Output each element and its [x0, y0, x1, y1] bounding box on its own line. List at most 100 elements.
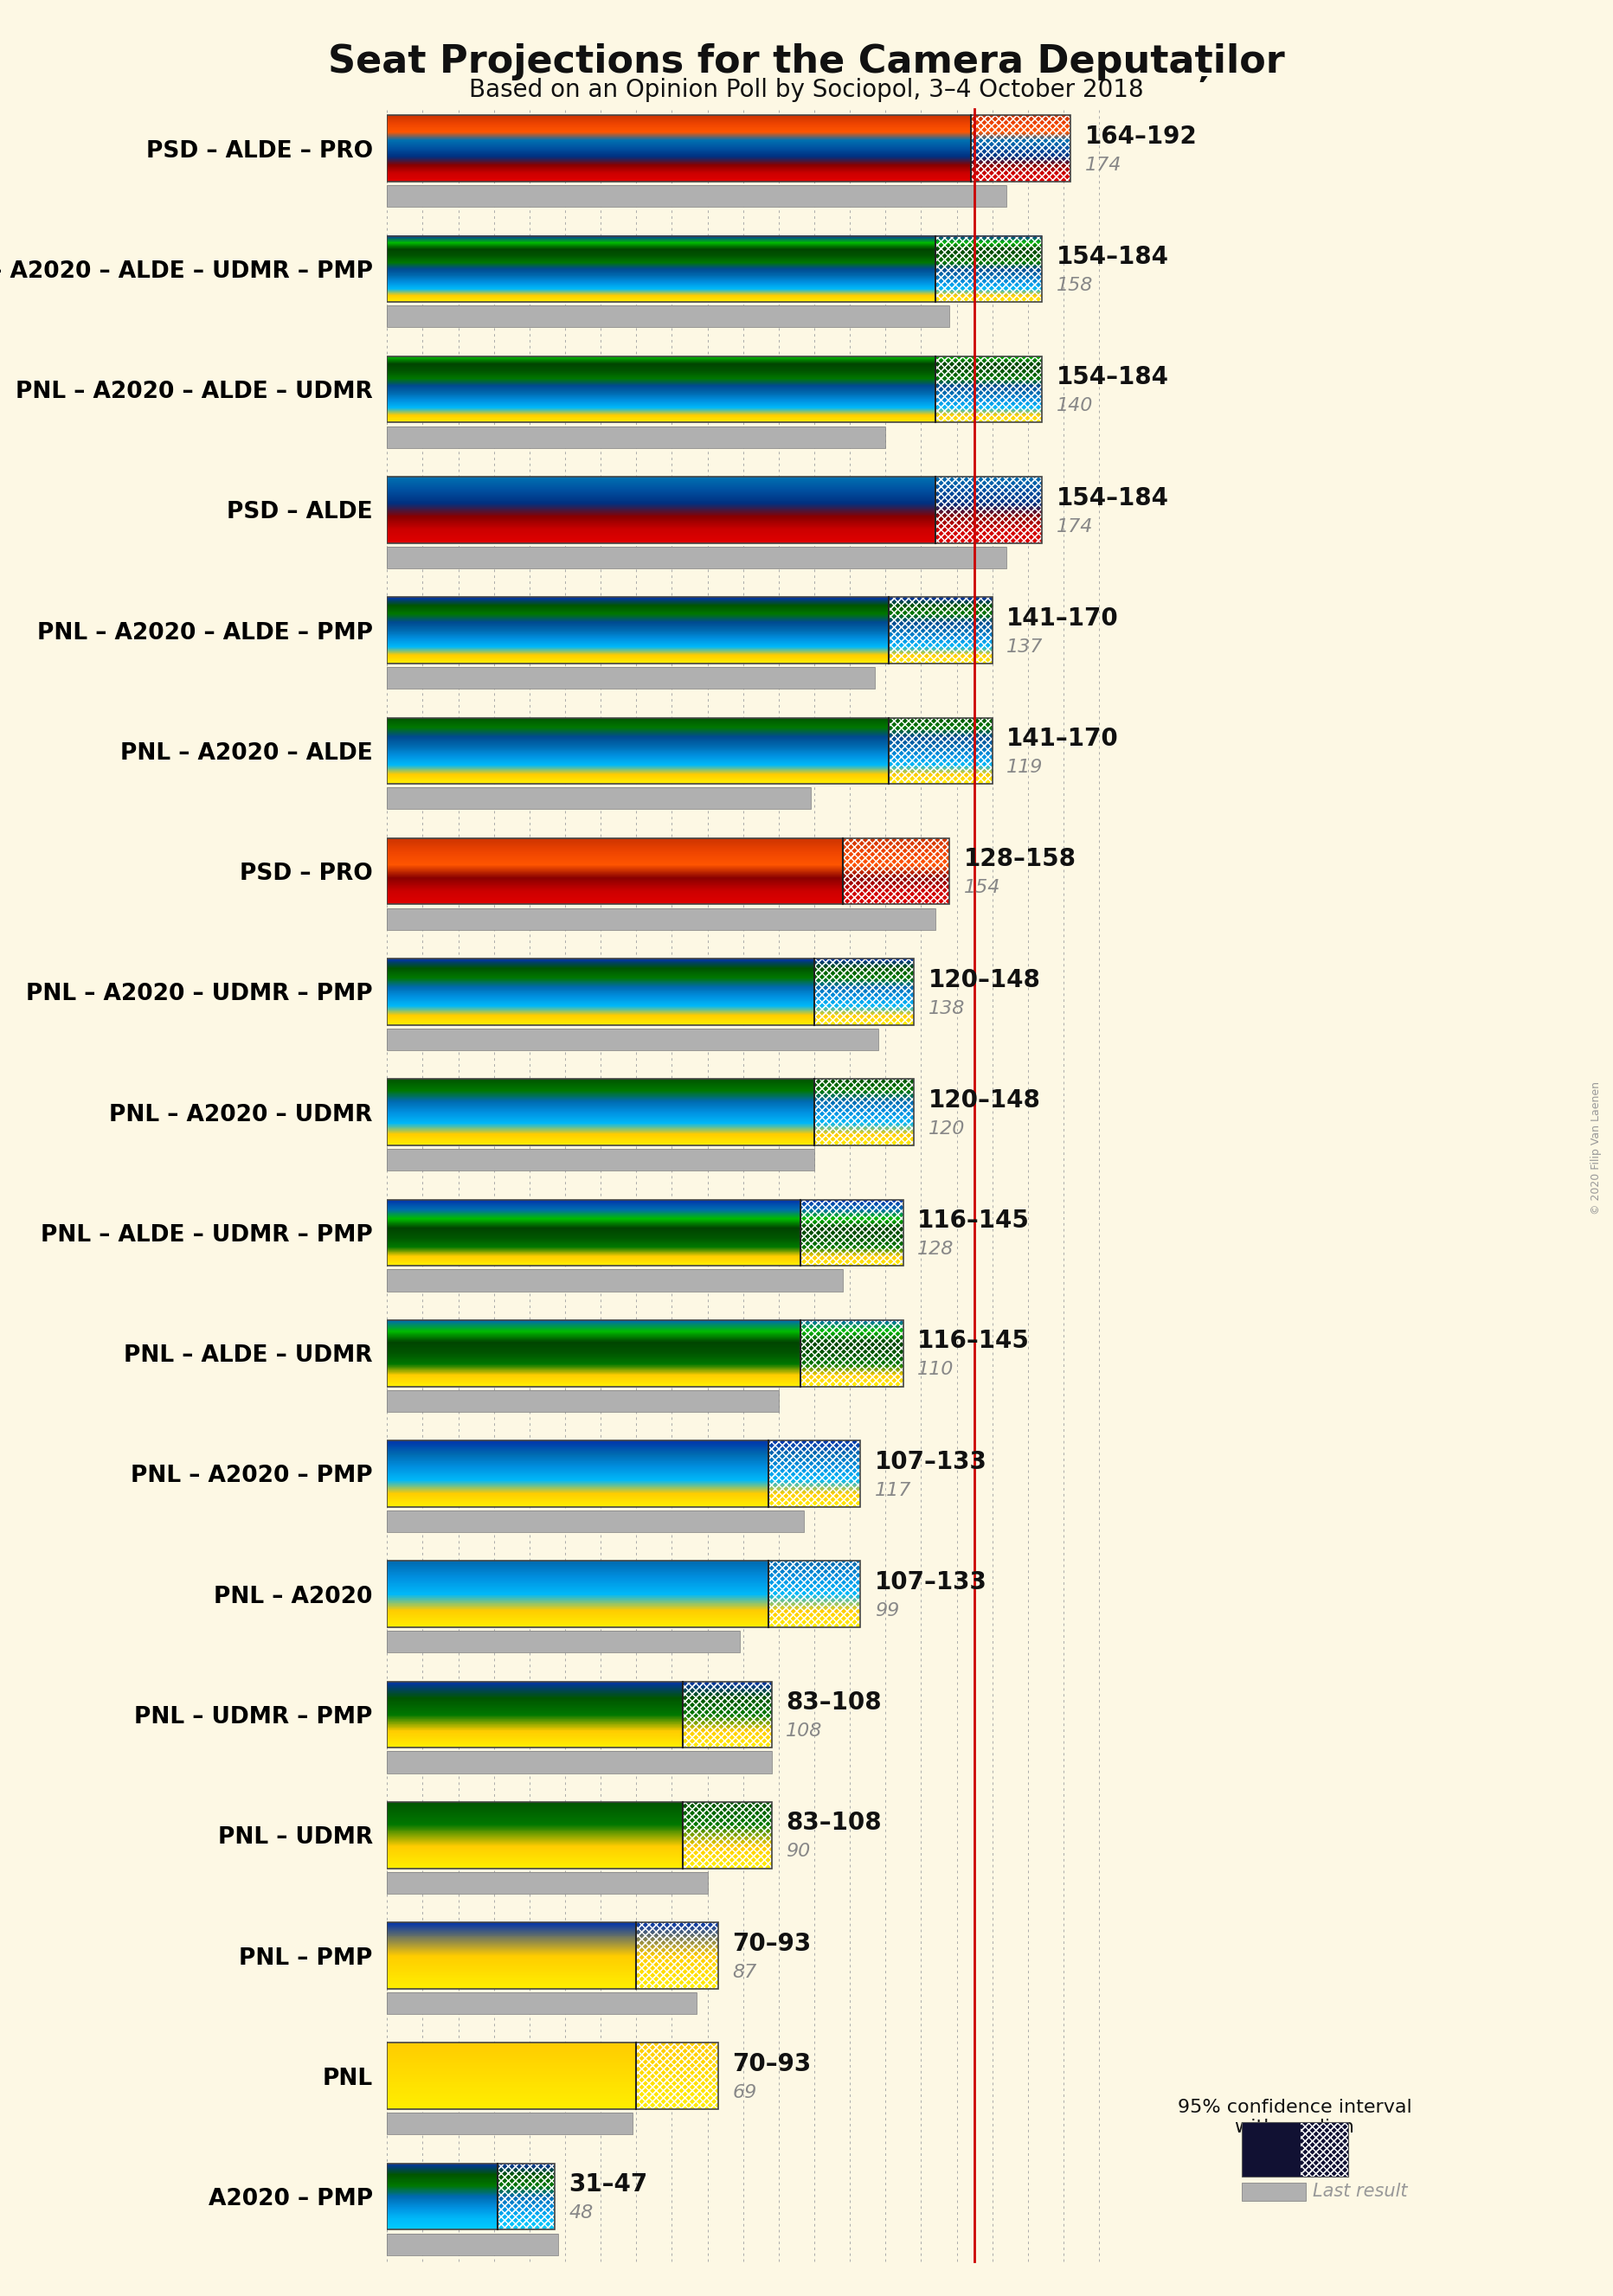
Bar — [889, 719, 992, 783]
Text: 31–47: 31–47 — [569, 2172, 648, 2197]
Bar — [387, 236, 1042, 303]
Text: 164–192: 164–192 — [1086, 124, 1197, 149]
Text: 120–148: 120–148 — [927, 969, 1040, 992]
Bar — [387, 1320, 903, 1387]
Bar — [387, 1029, 879, 1049]
Bar — [387, 1752, 771, 1773]
Bar — [636, 2043, 718, 2110]
Bar — [889, 597, 992, 664]
Bar — [387, 1029, 879, 1049]
Bar — [636, 1922, 718, 1988]
Text: 48: 48 — [569, 2204, 594, 2223]
Bar — [387, 788, 811, 808]
Text: 154: 154 — [965, 879, 1000, 895]
Bar — [842, 838, 950, 905]
Bar — [1242, 2183, 1305, 2202]
Bar — [682, 1802, 771, 1869]
Text: 116–145: 116–145 — [918, 1208, 1031, 1233]
Bar — [387, 478, 1042, 544]
Bar — [387, 115, 1071, 181]
Bar — [387, 719, 992, 783]
Bar — [800, 1199, 903, 1265]
Text: 83–108: 83–108 — [786, 1690, 882, 1715]
Bar — [815, 960, 915, 1024]
Bar — [387, 1871, 708, 1894]
Bar — [387, 909, 936, 930]
Text: 154–184: 154–184 — [1057, 246, 1169, 269]
Bar — [387, 1922, 718, 1988]
Bar — [768, 1440, 861, 1506]
Bar — [889, 597, 992, 664]
Text: Based on an Opinion Poll by Sociopol, 3–4 October 2018: Based on an Opinion Poll by Sociopol, 3–… — [469, 78, 1144, 103]
Bar — [387, 909, 936, 930]
Text: Last result: Last result — [1313, 2183, 1408, 2200]
Bar — [387, 2112, 632, 2135]
Bar — [387, 1871, 708, 1894]
Bar — [815, 960, 915, 1024]
Bar — [636, 1922, 718, 1988]
Bar — [387, 1270, 842, 1290]
Text: Seat Projections for the Camera Deputaților: Seat Projections for the Camera Deputați… — [327, 44, 1286, 83]
Bar — [387, 960, 915, 1024]
Bar — [768, 1440, 861, 1506]
Bar — [387, 2112, 632, 2135]
Bar — [497, 2163, 555, 2229]
Bar — [936, 236, 1042, 303]
Text: 141–170: 141–170 — [1007, 606, 1119, 631]
Text: 110: 110 — [918, 1362, 955, 1378]
Bar — [387, 1681, 771, 1747]
Bar — [936, 236, 1042, 303]
Text: 158: 158 — [1057, 278, 1094, 294]
Bar — [800, 1199, 903, 1265]
Text: 69: 69 — [732, 2085, 756, 2101]
Bar — [387, 788, 811, 808]
Text: 154–184: 154–184 — [1057, 365, 1169, 390]
Bar — [387, 427, 886, 448]
Text: 107–133: 107–133 — [874, 1449, 987, 1474]
Bar — [387, 1802, 771, 1869]
Bar — [1300, 2122, 1348, 2177]
Bar — [387, 1993, 697, 2014]
Text: 174: 174 — [1057, 519, 1094, 535]
Bar — [1242, 2122, 1300, 2177]
Bar — [387, 597, 992, 664]
Text: 116–145: 116–145 — [918, 1329, 1031, 1352]
Bar — [387, 186, 1007, 207]
Bar — [842, 838, 950, 905]
Text: 108: 108 — [786, 1722, 823, 1740]
Bar — [387, 1389, 779, 1412]
Bar — [387, 1148, 815, 1171]
Bar — [387, 1630, 739, 1653]
Bar — [387, 1561, 861, 1628]
Bar — [387, 1440, 861, 1506]
Bar — [387, 1148, 815, 1171]
Text: 140: 140 — [1057, 397, 1094, 416]
Text: © 2020 Filip Van Laenen: © 2020 Filip Van Laenen — [1590, 1081, 1602, 1215]
Bar — [387, 546, 1007, 569]
Bar — [387, 1389, 779, 1412]
Bar — [387, 1630, 739, 1653]
Bar — [497, 2163, 555, 2229]
Bar — [1300, 2122, 1348, 2177]
Bar — [800, 1320, 903, 1387]
Bar — [387, 305, 950, 328]
Text: 119: 119 — [1007, 758, 1044, 776]
Bar — [971, 115, 1071, 181]
Bar — [768, 1561, 861, 1628]
Bar — [936, 356, 1042, 422]
Bar — [636, 2043, 718, 2110]
Bar — [387, 356, 1042, 422]
Bar — [889, 719, 992, 783]
Bar — [682, 1681, 771, 1747]
Text: 87: 87 — [732, 1963, 756, 1981]
Text: 90: 90 — [786, 1844, 810, 1860]
Text: 128–158: 128–158 — [965, 847, 1076, 872]
Bar — [387, 2234, 558, 2255]
Bar — [936, 478, 1042, 544]
Text: 83–108: 83–108 — [786, 1812, 882, 1835]
Text: 99: 99 — [874, 1603, 900, 1619]
Bar — [815, 1079, 915, 1146]
Bar — [936, 356, 1042, 422]
Bar — [387, 186, 1007, 207]
Text: 70–93: 70–93 — [732, 1931, 811, 1956]
